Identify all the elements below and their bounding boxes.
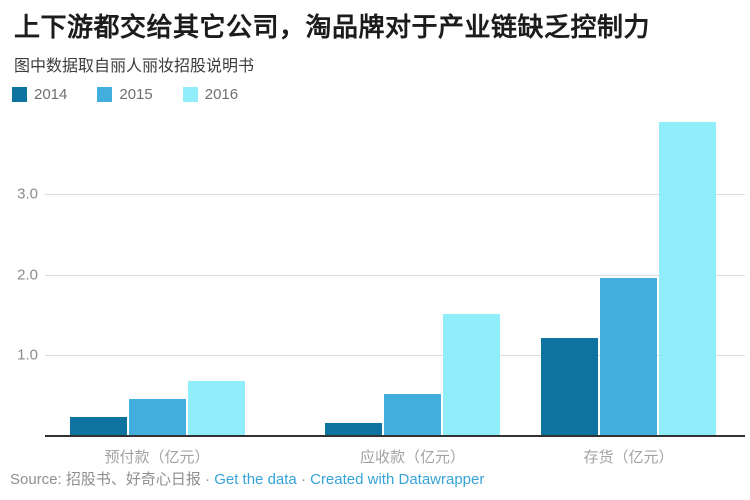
x-category-label: 应收款（亿元） [359, 449, 466, 466]
legend-item-2016: 2016 [182, 86, 239, 103]
bar-2016-0 [187, 381, 245, 436]
bar-2014-1 [325, 423, 382, 436]
gridline [45, 355, 745, 357]
chart-subtitle: 图中数据取自丽人丽妆招股说明书 [14, 58, 255, 75]
x-category-label: 存货（亿元） [583, 449, 674, 466]
y-axis-tick-label: 3.0 [17, 185, 38, 203]
legend-swatch-icon [97, 87, 113, 102]
legend-label: 2014 [34, 86, 68, 103]
bar-2014-0 [69, 416, 127, 436]
footer-separator: · [300, 471, 306, 488]
source-text: Source: 招股书、好奇心日报 · [10, 471, 211, 488]
get-the-data-link[interactable]: Get the data [214, 471, 297, 488]
legend-label: 2016 [204, 86, 239, 103]
gridline [45, 274, 745, 276]
legend-label: 2015 [119, 86, 153, 103]
datawrapper-credit-link[interactable]: Created with Datawrapper [310, 471, 485, 488]
chart-title: 上下游都交给其它公司，淘品牌对于产业链缺乏控制力 [14, 12, 651, 42]
y-axis-tick-label: 1.0 [17, 346, 38, 364]
legend-swatch-icon [12, 87, 27, 102]
legend-item-2015: 2015 [97, 86, 153, 103]
chart-legend: 2014 2015 2016 [12, 86, 238, 103]
bar-2014-2 [541, 337, 598, 436]
y-axis-tick-label: 2.0 [17, 266, 38, 284]
legend-item-2014: 2014 [12, 86, 67, 103]
bar-2015-1 [384, 394, 441, 436]
bar-2015-0 [128, 398, 186, 436]
gridline [45, 193, 745, 195]
x-axis-line [45, 435, 745, 437]
x-category-label: 预付款（亿元） [104, 449, 210, 466]
legend-swatch-icon [182, 87, 198, 102]
bar-2015-2 [600, 277, 657, 436]
bar-2016-1 [443, 314, 500, 436]
bar-2016-2 [659, 122, 716, 436]
source-line: Source: 招股书、好奇心日报 · Get the data · Creat… [10, 468, 484, 489]
